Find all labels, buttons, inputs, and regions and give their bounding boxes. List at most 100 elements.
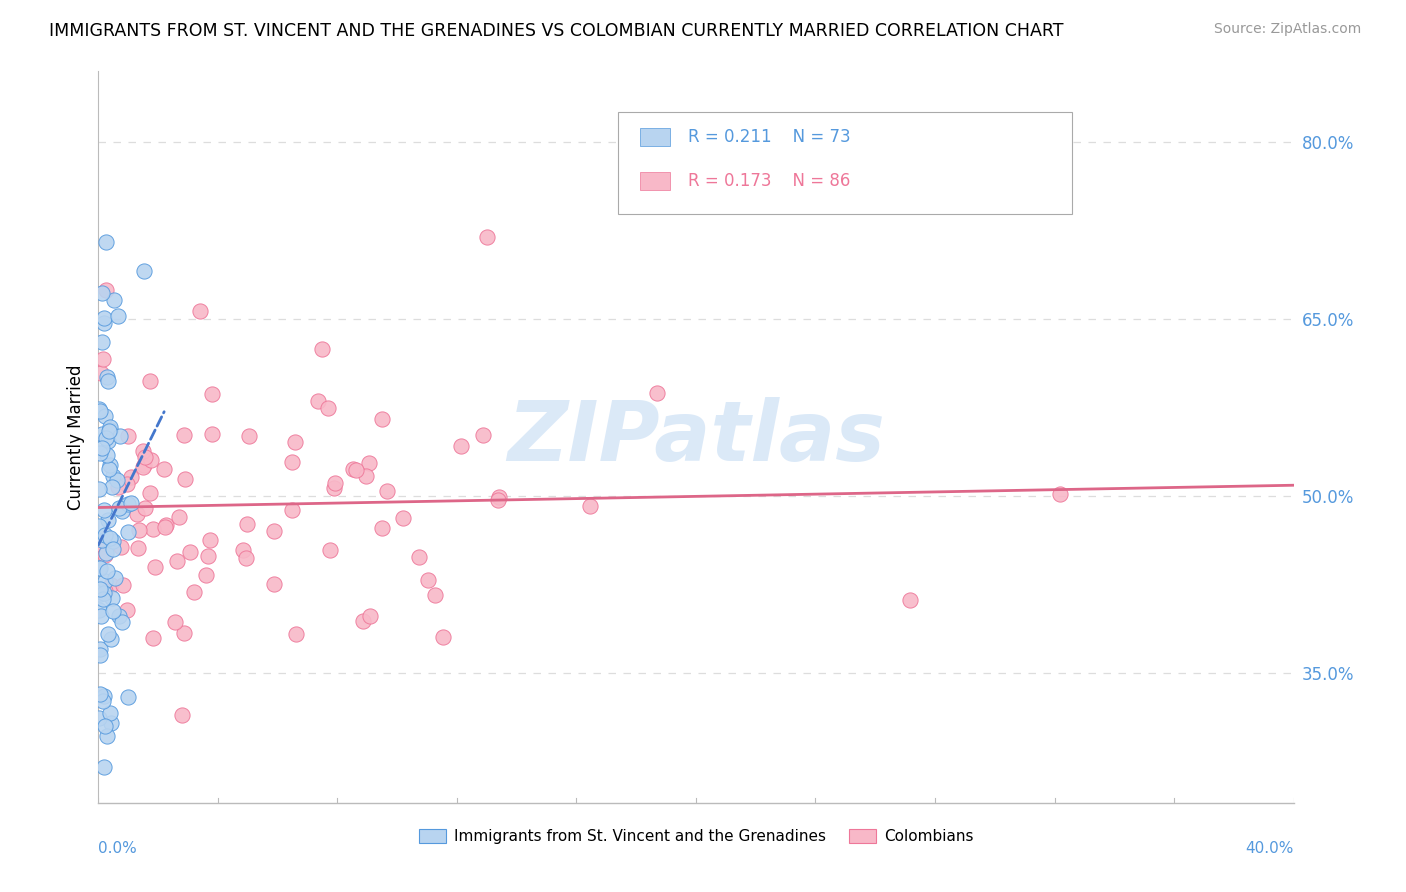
Point	[87, 603, 110, 617]
Point	[89, 642, 111, 657]
Point	[98, 423, 121, 437]
Point	[87, 541, 110, 556]
Point	[90, 286, 112, 301]
Point	[100, 716, 122, 731]
Point	[89, 561, 111, 575]
Point	[101, 480, 124, 494]
Point	[316, 401, 339, 416]
Point	[323, 481, 346, 495]
Point	[97, 434, 120, 448]
Point	[97, 375, 120, 389]
FancyBboxPatch shape	[640, 128, 669, 146]
Point	[371, 521, 394, 535]
Text: ZIPatlas: ZIPatlas	[508, 397, 884, 477]
Point	[280, 503, 302, 517]
Point	[284, 626, 307, 640]
Point	[89, 483, 111, 497]
Point	[96, 448, 118, 462]
Point	[94, 431, 117, 445]
Point	[132, 460, 155, 475]
Point	[197, 549, 219, 563]
Point	[96, 564, 118, 578]
Point	[235, 551, 257, 566]
Point	[141, 452, 163, 467]
Point	[354, 469, 377, 483]
Point	[359, 456, 381, 470]
Point	[132, 458, 155, 473]
Point	[93, 719, 115, 733]
Point	[392, 511, 415, 525]
Point	[110, 541, 132, 555]
Point	[91, 441, 114, 455]
Text: IMMIGRANTS FROM ST. VINCENT AND THE GRENADINES VS COLOMBIAN CURRENTLY MARRIED CO: IMMIGRANTS FROM ST. VINCENT AND THE GREN…	[49, 22, 1064, 40]
Point	[344, 463, 367, 477]
Point	[108, 429, 131, 443]
Point	[578, 499, 600, 513]
Point	[94, 283, 117, 297]
Point	[103, 541, 125, 556]
Point	[155, 518, 177, 533]
Point	[486, 493, 509, 508]
Point	[1049, 486, 1071, 500]
Point	[263, 577, 285, 591]
Point	[165, 615, 187, 629]
Point	[488, 490, 510, 504]
Point	[108, 501, 131, 516]
Point	[89, 687, 111, 701]
Point	[111, 578, 134, 592]
Point	[134, 500, 156, 515]
Point	[128, 523, 150, 537]
Point	[342, 462, 364, 476]
Text: R = 0.211    N = 73: R = 0.211 N = 73	[688, 128, 851, 146]
Point	[93, 409, 115, 424]
Point	[93, 583, 115, 598]
Point	[153, 520, 176, 534]
Point	[127, 507, 149, 521]
Point	[107, 309, 129, 323]
Point	[319, 543, 342, 558]
Point	[107, 608, 129, 623]
Point	[89, 587, 111, 601]
Point	[311, 342, 333, 356]
Point	[173, 626, 195, 640]
Point	[117, 477, 139, 491]
Point	[281, 455, 304, 469]
Point	[132, 443, 155, 458]
Text: R = 0.173    N = 86: R = 0.173 N = 86	[688, 172, 851, 190]
Point	[101, 604, 124, 618]
Point	[117, 498, 139, 512]
Text: 40.0%: 40.0%	[1246, 840, 1294, 855]
Point	[94, 574, 117, 588]
Point	[416, 573, 439, 587]
Point	[98, 458, 121, 472]
Point	[89, 648, 111, 663]
Point	[87, 401, 110, 416]
Point	[898, 593, 921, 607]
Point	[103, 293, 125, 307]
Point	[139, 485, 162, 500]
Point	[93, 689, 115, 703]
Point	[90, 608, 112, 623]
Point	[93, 502, 115, 516]
Point	[201, 427, 224, 442]
Point	[93, 316, 115, 330]
Point	[183, 585, 205, 599]
Point	[120, 495, 142, 509]
Point	[90, 367, 112, 381]
Y-axis label: Currently Married: Currently Married	[66, 364, 84, 510]
Point	[100, 578, 122, 592]
Point	[98, 419, 121, 434]
Point	[201, 387, 224, 401]
Point	[127, 541, 149, 556]
Point	[166, 554, 188, 568]
Point	[87, 519, 110, 533]
Point	[97, 513, 120, 527]
Point	[198, 533, 221, 548]
Point	[90, 426, 112, 441]
Point	[94, 235, 117, 249]
Point	[235, 516, 257, 531]
Point	[96, 729, 118, 743]
Point	[423, 588, 446, 602]
Point	[179, 545, 201, 559]
Point	[111, 615, 134, 629]
